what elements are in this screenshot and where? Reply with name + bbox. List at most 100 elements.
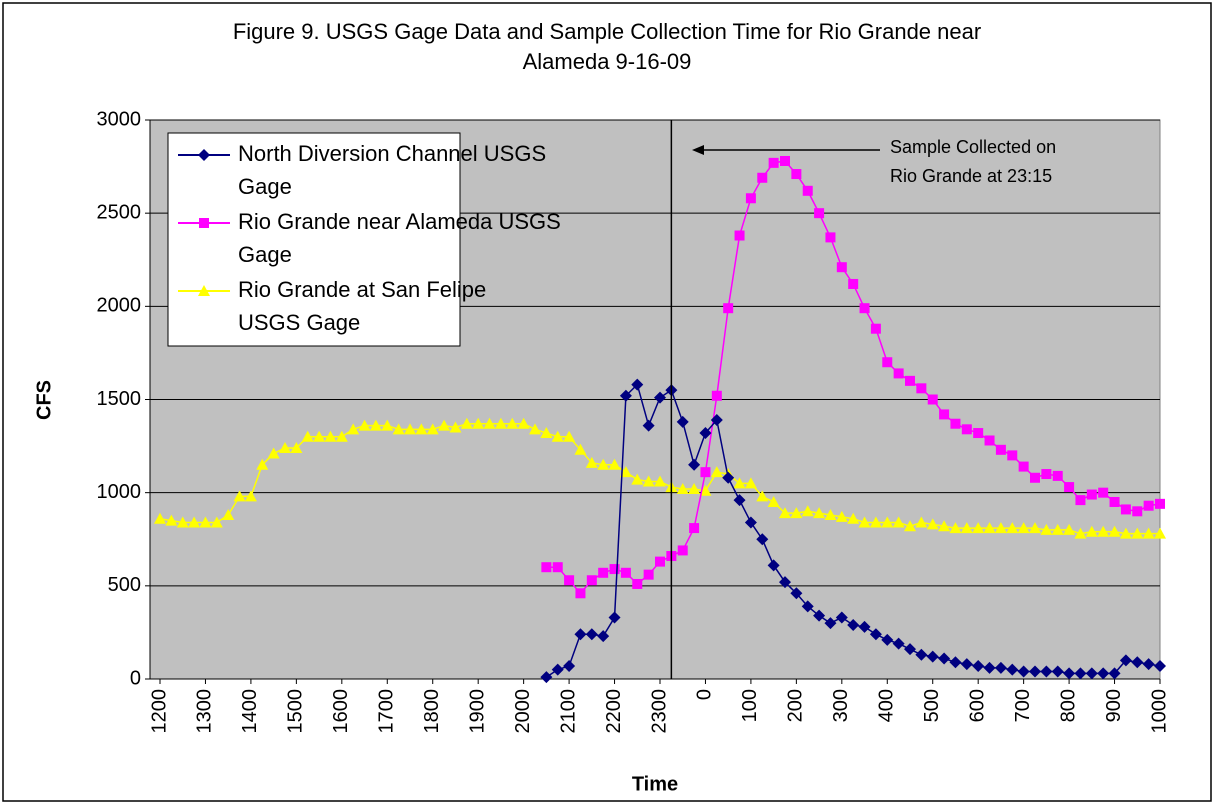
x-tick-label: 1000 <box>1148 689 1170 734</box>
data-point <box>733 477 746 489</box>
x-tick-label: 1300 <box>194 689 216 734</box>
x-tick-label: 2100 <box>557 689 579 734</box>
data-point <box>994 661 1007 674</box>
data-point <box>1119 654 1132 667</box>
data-point <box>619 466 632 478</box>
data-point <box>801 600 814 613</box>
y-axis-title: CFS <box>33 380 55 420</box>
data-point <box>404 423 416 435</box>
data-point <box>858 620 871 633</box>
x-tick-label: 1700 <box>376 689 398 734</box>
data-point <box>540 427 553 439</box>
data-point <box>688 482 701 494</box>
data-point <box>1040 665 1053 678</box>
data-point <box>972 659 985 672</box>
y-tick-label: 3000 <box>97 108 142 130</box>
y-tick-label: 2500 <box>97 201 142 223</box>
y-tick-label: 500 <box>108 574 141 596</box>
x-tick-label: 2000 <box>512 689 534 734</box>
data-point <box>1085 525 1098 537</box>
data-point <box>983 522 996 534</box>
data-point <box>426 423 439 435</box>
data-point <box>733 494 746 507</box>
data-point <box>176 516 189 528</box>
data-point <box>904 643 916 656</box>
data-point <box>449 421 462 433</box>
data-point <box>995 444 1006 455</box>
data-point <box>438 419 451 431</box>
data-point <box>574 443 587 455</box>
legend-label: Rio Grande near Alameda USGS Gage <box>238 209 561 267</box>
data-point <box>779 507 791 519</box>
data-point <box>960 522 973 534</box>
data-point <box>835 611 848 624</box>
data-point <box>483 417 496 429</box>
data-point <box>835 510 848 522</box>
data-point <box>904 520 916 532</box>
data-point <box>609 564 620 575</box>
data-point <box>1142 658 1155 671</box>
data-point <box>1041 469 1052 480</box>
data-point <box>551 430 564 442</box>
data-point <box>290 441 303 453</box>
data-point <box>972 522 985 534</box>
x-tick-label: 300 <box>830 689 852 722</box>
data-point <box>881 516 894 528</box>
data-point <box>1132 506 1143 517</box>
data-point <box>848 278 859 289</box>
data-point <box>1074 527 1087 539</box>
data-point <box>699 427 712 440</box>
data-point <box>460 417 473 429</box>
data-point <box>710 466 723 478</box>
data-point <box>1017 665 1030 678</box>
x-axis-title: Time <box>632 773 678 795</box>
data-point <box>1143 500 1154 511</box>
x-tick-label: 1400 <box>239 689 261 734</box>
y-tick-label: 2000 <box>97 295 142 317</box>
legend-marker <box>198 149 210 161</box>
legend-marker <box>198 285 210 296</box>
data-point <box>824 617 837 630</box>
data-point <box>597 630 610 643</box>
data-point <box>654 475 666 487</box>
data-point <box>790 587 803 600</box>
y-tick-label: 1000 <box>97 481 142 503</box>
data-point <box>983 661 996 674</box>
data-point <box>881 633 894 646</box>
data-point <box>780 155 790 166</box>
data-point <box>790 507 803 519</box>
data-point <box>540 671 553 684</box>
data-point <box>1040 523 1053 535</box>
data-point <box>1051 523 1064 535</box>
data-point <box>517 417 530 429</box>
data-point <box>608 458 621 470</box>
data-point <box>631 473 644 485</box>
data-point <box>586 575 597 586</box>
data-point <box>676 482 689 494</box>
data-point <box>859 303 870 314</box>
data-point <box>620 567 631 578</box>
data-point <box>847 618 860 631</box>
data-point <box>984 435 995 446</box>
data-point <box>915 648 928 661</box>
data-point <box>961 424 972 435</box>
x-tick-label: 100 <box>739 689 761 722</box>
data-point <box>756 490 769 502</box>
annotation: Sample Collected on Rio Grande at 23:15 <box>890 137 1056 186</box>
data-point <box>858 516 871 528</box>
x-tick-label: 500 <box>921 689 943 722</box>
x-tick-label: 1500 <box>285 689 307 734</box>
data-point <box>574 628 587 641</box>
data-point <box>233 490 246 502</box>
data-point <box>689 523 700 534</box>
data-point <box>779 576 791 589</box>
data-point <box>267 447 280 459</box>
data-point <box>869 628 882 641</box>
data-point <box>1154 527 1166 539</box>
data-point <box>893 368 904 379</box>
data-point <box>642 419 655 432</box>
data-point <box>222 509 235 521</box>
data-point <box>700 467 711 478</box>
arrow-head <box>692 145 704 155</box>
data-point <box>1109 496 1120 507</box>
